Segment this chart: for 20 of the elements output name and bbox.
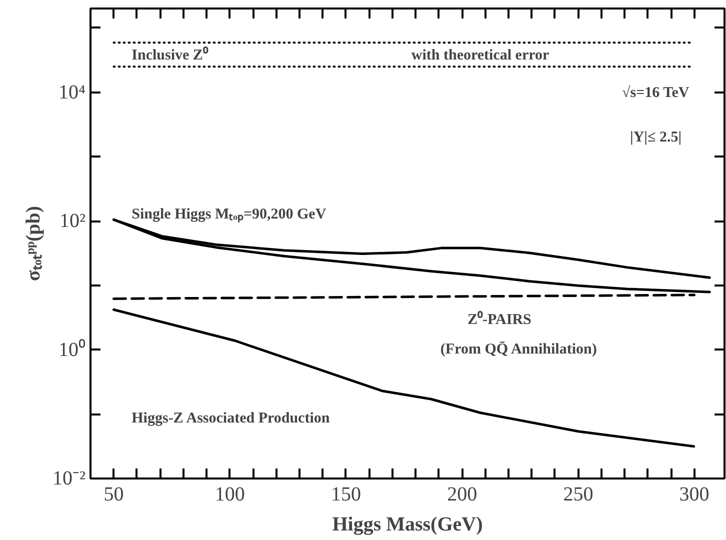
x-tick-label: 200: [447, 484, 478, 506]
y-tick-label: 10⁰: [58, 338, 86, 361]
annotation: Single Higgs Mₜₒₚ=90,200 GeV: [132, 206, 326, 222]
y-tick-label: 10⁴: [58, 81, 86, 104]
x-tick-label: 100: [214, 484, 245, 506]
y-tick-label: 10⁻²: [52, 468, 86, 490]
annotation: (From QQ̄ Annihilation): [440, 340, 597, 358]
x-tick-label: 250: [563, 484, 594, 506]
annotation: |Y|≤ 2.5|: [630, 129, 682, 146]
annotation: Higgs-Z Associated Production: [132, 410, 330, 426]
annotation: Z⁰-PAIRS: [467, 310, 532, 328]
y-tick-label: 10²: [60, 210, 86, 232]
y-axis-title: σₜₒₜᵖᵖ(pb): [22, 206, 45, 282]
annotation: Inclusive Z⁰: [132, 46, 209, 64]
x-tick-label: 300: [679, 484, 710, 506]
x-axis-title: Higgs Mass(GeV): [332, 514, 483, 536]
annotation: √s=16 TeV: [622, 85, 690, 102]
x-tick-label: 50: [104, 484, 124, 506]
annotation: with theoretical error: [411, 48, 550, 64]
x-tick-label: 150: [330, 484, 361, 506]
